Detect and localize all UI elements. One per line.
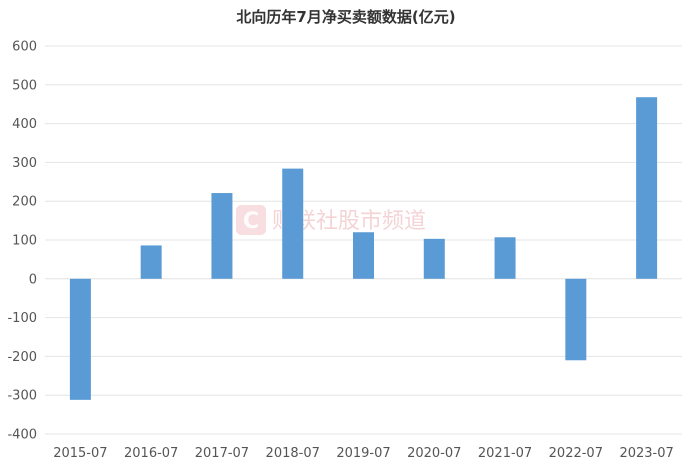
bar-2021-07 bbox=[494, 237, 516, 279]
x-tick-label: 2015-07 bbox=[53, 446, 107, 461]
x-tick-label: 2023-07 bbox=[619, 446, 673, 461]
y-tick-label: -100 bbox=[7, 311, 37, 326]
y-tick-label: 500 bbox=[12, 78, 37, 93]
x-tick-label: 2016-07 bbox=[124, 446, 178, 461]
y-tick-label: 100 bbox=[12, 234, 37, 249]
y-tick-label: -400 bbox=[7, 428, 37, 443]
x-tick-label: 2019-07 bbox=[336, 446, 390, 461]
bar-2020-07 bbox=[423, 238, 445, 279]
chart-title: 北向历年7月净买卖额数据(亿元) bbox=[236, 8, 455, 26]
bar-2017-07 bbox=[211, 193, 233, 279]
bars bbox=[69, 97, 658, 400]
x-tick-label: 2022-07 bbox=[549, 446, 603, 461]
x-tick-label: 2021-07 bbox=[478, 446, 532, 461]
y-tick-label: 200 bbox=[12, 195, 37, 210]
bar-2019-07 bbox=[353, 232, 374, 279]
x-tick-label: 2020-07 bbox=[407, 446, 461, 461]
watermark: C 财联社股市频道 bbox=[236, 205, 426, 235]
x-axis-ticks: 2015-07 2016-07 2017-07 2018-07 2019-07 2020-… bbox=[53, 446, 674, 461]
c-logo-icon bbox=[236, 205, 266, 235]
y-tick-label: 0 bbox=[29, 272, 37, 287]
y-axis-ticks: 600 500 400 300 200 100 0 -100 -200 -300 -400 bbox=[7, 40, 37, 443]
bar-2023-07 bbox=[636, 97, 658, 279]
y-tick-label: 600 bbox=[12, 40, 37, 55]
y-tick-label: -200 bbox=[7, 350, 37, 365]
y-tick-label: 300 bbox=[12, 156, 37, 171]
bar-2022-07 bbox=[565, 278, 587, 361]
bar-2016-07 bbox=[140, 245, 162, 279]
y-tick-label: 400 bbox=[12, 117, 37, 132]
x-tick-label: 2017-07 bbox=[195, 446, 249, 461]
y-tick-label: -300 bbox=[7, 389, 37, 404]
bar-2018-07 bbox=[282, 168, 304, 279]
svg-text:C: C bbox=[243, 209, 259, 234]
bar-2015-07 bbox=[69, 278, 91, 400]
x-tick-label: 2018-07 bbox=[266, 446, 320, 461]
